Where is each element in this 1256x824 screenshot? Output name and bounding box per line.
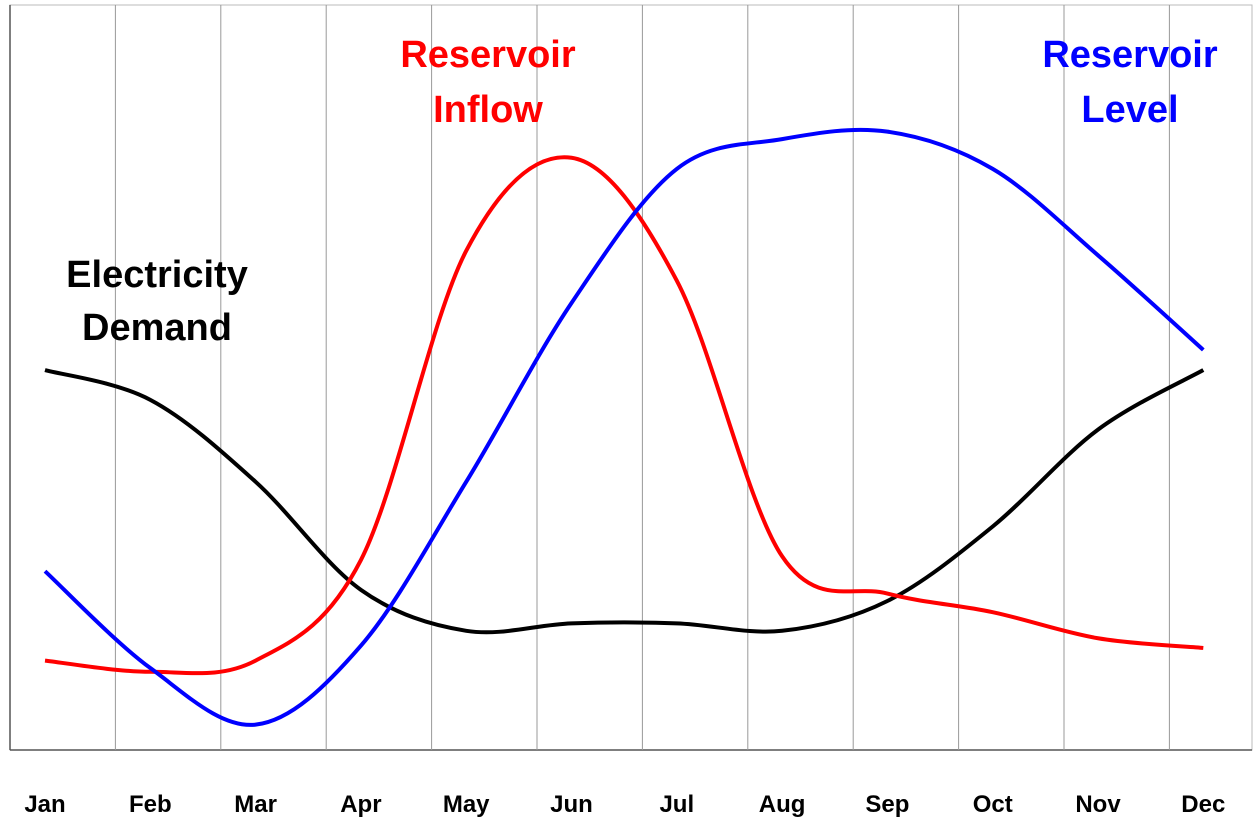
- x-tick-label: Apr: [340, 791, 381, 818]
- x-tick-label: Oct: [973, 791, 1013, 818]
- x-tick-label: Aug: [759, 791, 806, 818]
- series-line: [43, 127, 1205, 727]
- series-label: Reservoir: [1042, 34, 1218, 76]
- series-label: Electricity: [66, 254, 248, 296]
- x-tick-label: Dec: [1181, 791, 1225, 818]
- series-label: Demand: [82, 307, 232, 349]
- series-label: Inflow: [433, 89, 543, 131]
- series-line: [44, 155, 1204, 676]
- series-label: Reservoir: [400, 34, 576, 76]
- x-tick-label: Jun: [550, 791, 593, 818]
- x-tick-label: Mar: [234, 791, 277, 818]
- plot-frame: [9, 4, 1253, 751]
- x-tick-label: Jan: [24, 791, 65, 818]
- x-tick-label: May: [443, 791, 490, 818]
- x-tick-label: Sep: [865, 791, 909, 818]
- x-tick-label: Jul: [659, 791, 694, 818]
- x-tick-label: Nov: [1075, 791, 1121, 818]
- series-line: [44, 368, 1205, 635]
- series-label: Level: [1081, 89, 1178, 131]
- x-tick-label: Feb: [129, 791, 172, 818]
